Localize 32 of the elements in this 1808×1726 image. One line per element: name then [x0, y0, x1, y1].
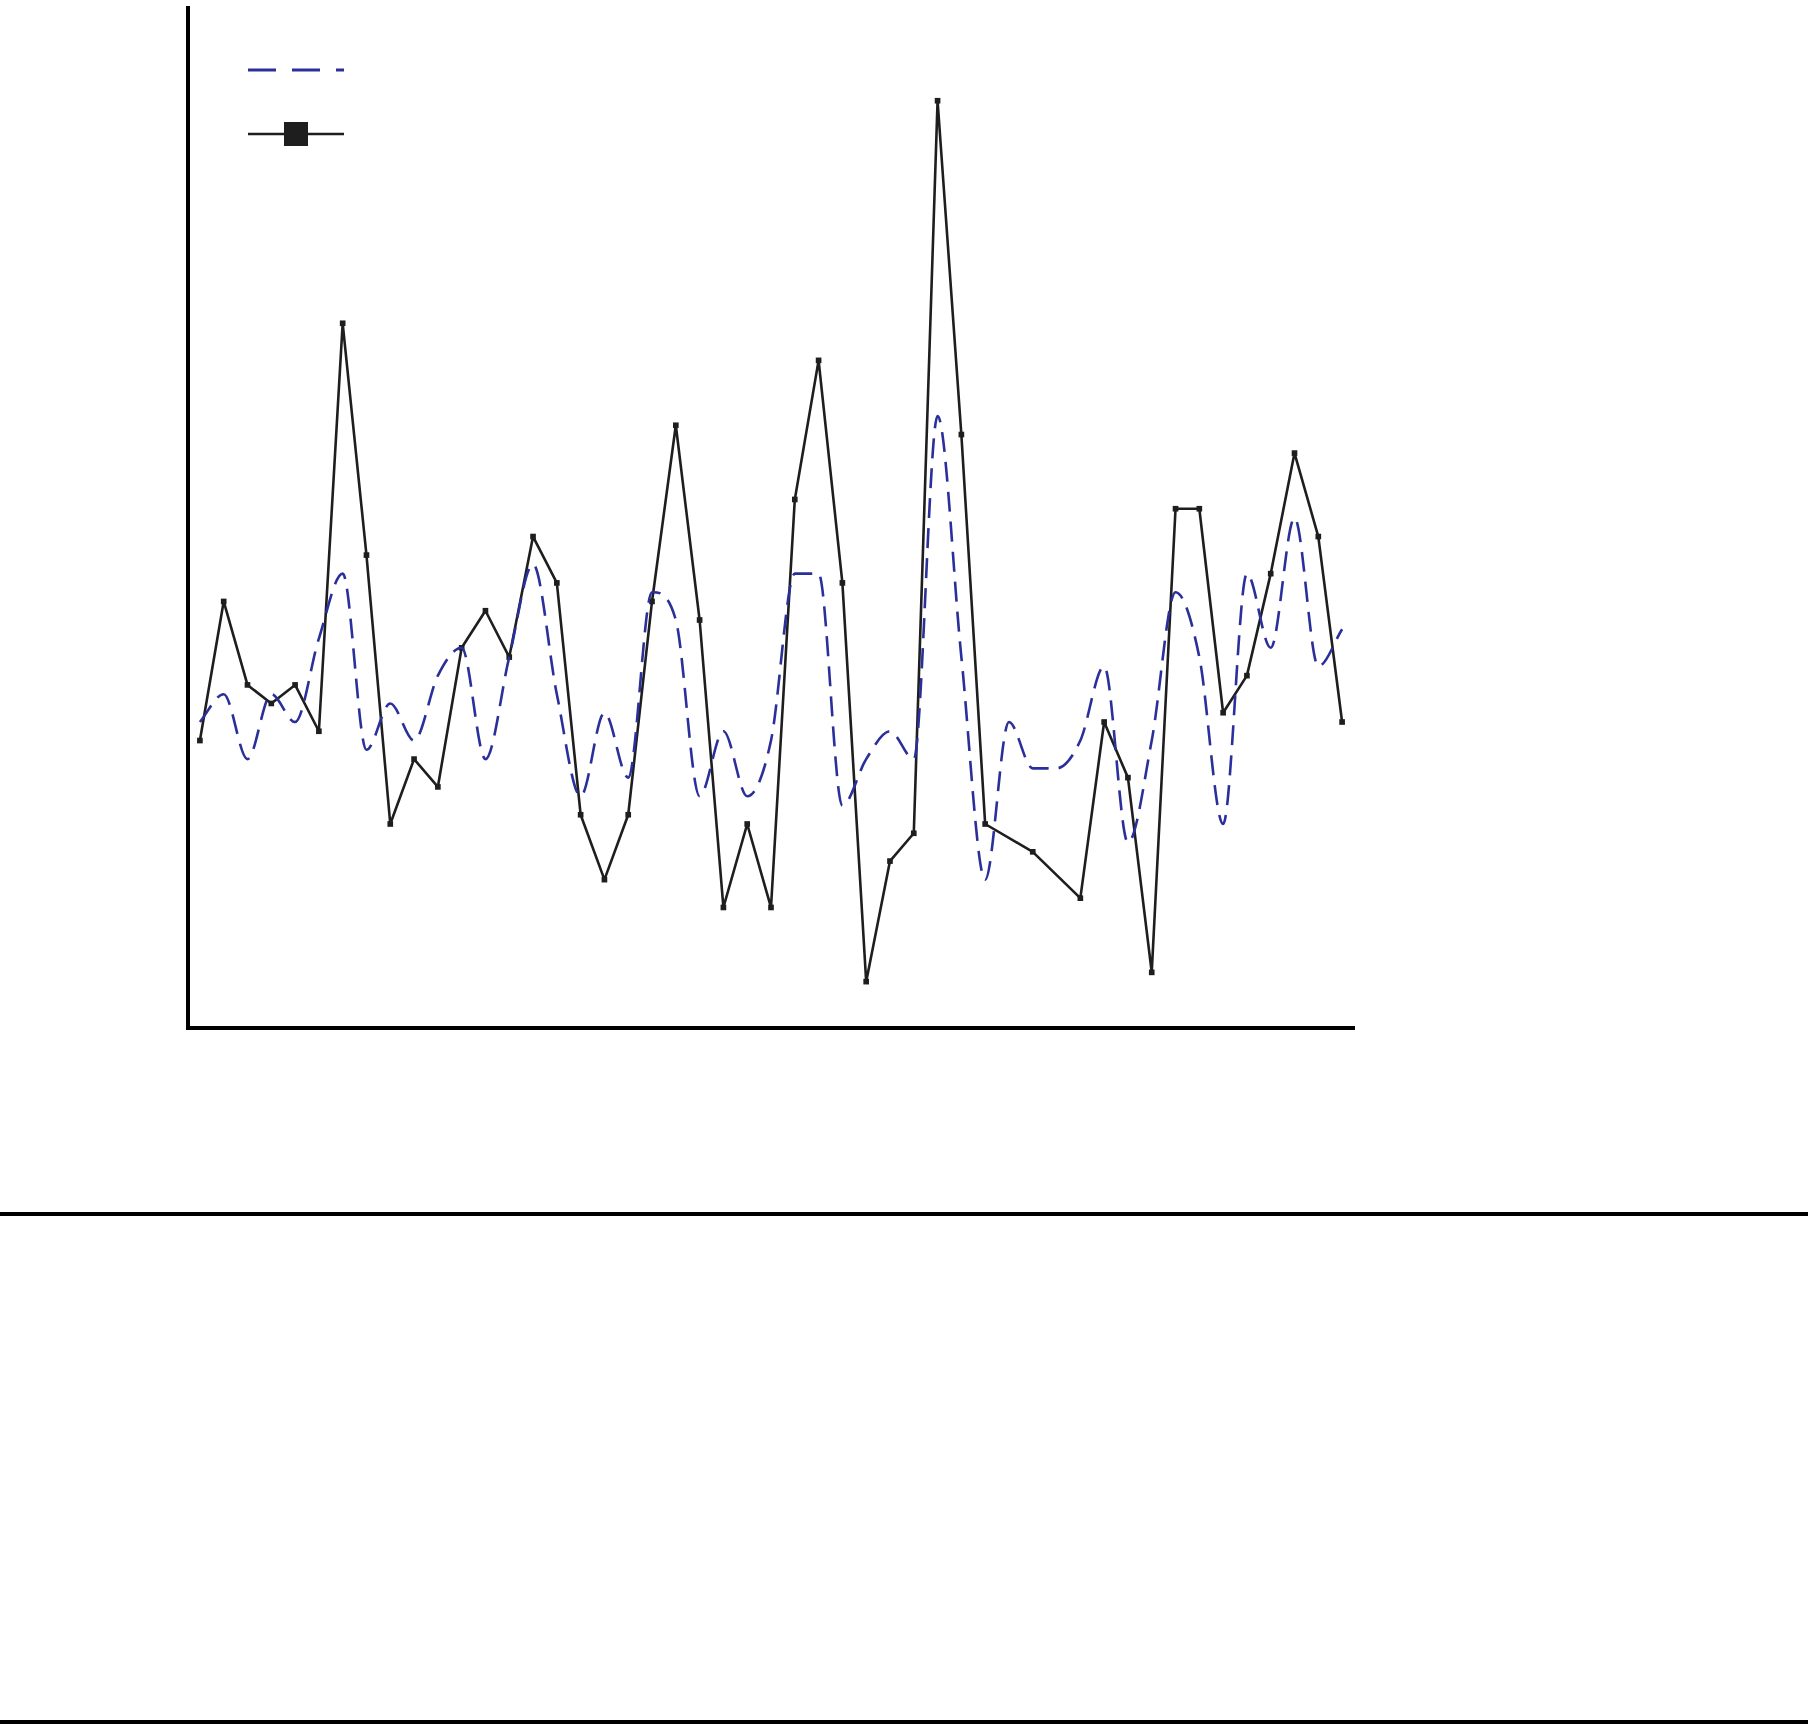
point	[839, 580, 846, 586]
point	[530, 533, 536, 540]
point	[1077, 895, 1084, 902]
point	[244, 682, 251, 688]
point	[672, 422, 679, 429]
point	[696, 617, 703, 623]
point	[197, 737, 203, 744]
point	[768, 904, 774, 911]
point	[1315, 533, 1322, 540]
point	[482, 607, 489, 614]
point	[744, 821, 751, 827]
point	[863, 978, 870, 985]
point	[363, 552, 370, 558]
point	[1220, 709, 1226, 716]
point	[625, 811, 632, 818]
point	[316, 728, 322, 735]
point	[1029, 848, 1036, 855]
point	[339, 320, 346, 327]
point	[387, 821, 394, 827]
point	[1196, 505, 1203, 512]
point	[1148, 969, 1155, 976]
point	[1291, 450, 1298, 456]
point	[577, 811, 584, 818]
point	[1267, 570, 1274, 577]
point	[1172, 505, 1179, 512]
point	[791, 496, 798, 503]
point	[220, 598, 227, 605]
point	[934, 97, 941, 104]
point	[1244, 672, 1250, 679]
point	[910, 830, 917, 837]
point	[268, 700, 275, 707]
point	[1125, 774, 1131, 781]
